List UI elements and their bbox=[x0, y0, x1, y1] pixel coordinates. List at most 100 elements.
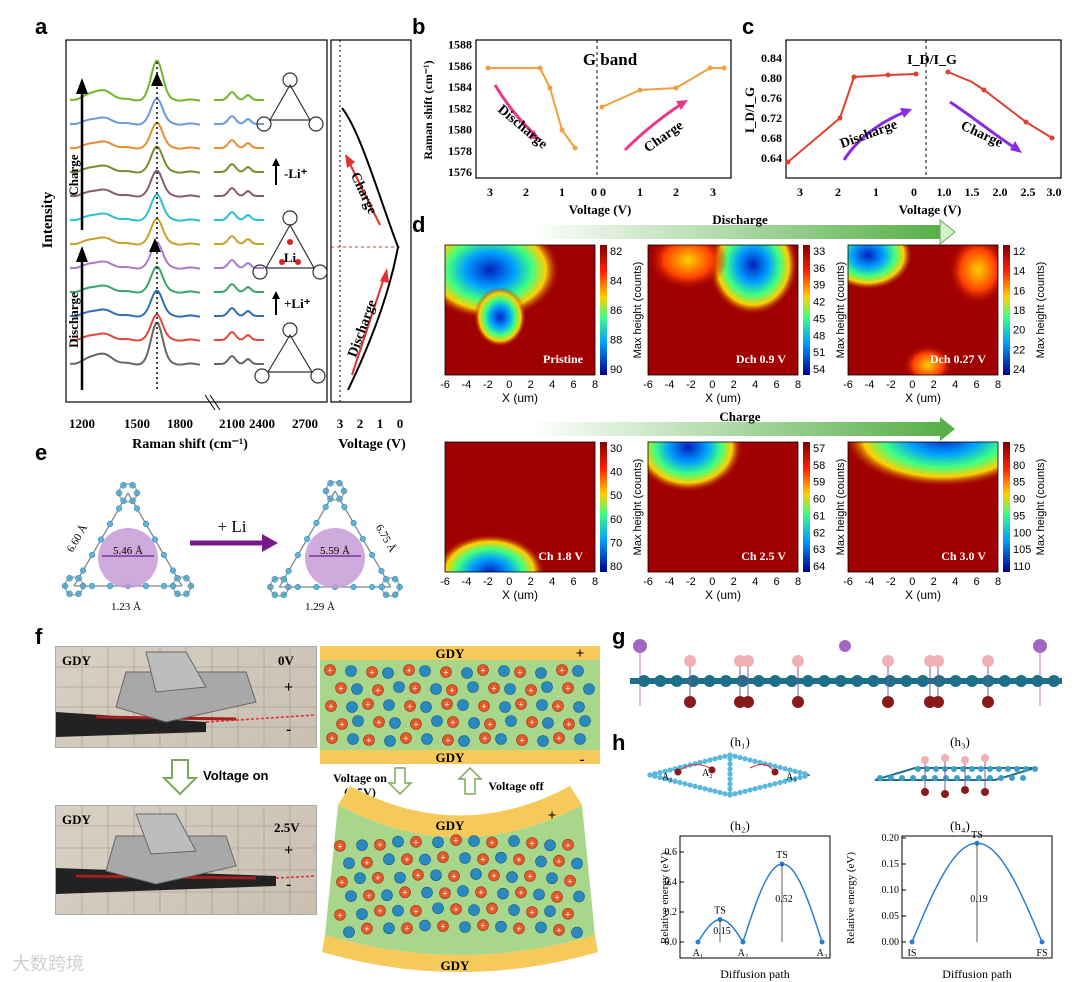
colorbar bbox=[1003, 245, 1010, 375]
h4-ylabel: Relative energy (eV) bbox=[845, 852, 857, 944]
b-ytick: 1578 bbox=[448, 144, 472, 158]
peak-arrow-up bbox=[151, 72, 163, 86]
cation bbox=[526, 906, 538, 918]
carbon-atom bbox=[834, 675, 847, 687]
panel-c-idig: I_D/I_G I_D/I_G 0.64 0.68 0.72 0.76 0.80 0.84… bbox=[742, 39, 1062, 217]
colorbar-tick: 82 bbox=[610, 246, 622, 258]
h1-site: A₂ bbox=[702, 768, 713, 779]
li-atom-top bbox=[684, 655, 696, 667]
heatmap-xtick: 2 bbox=[931, 379, 937, 391]
ion-charge: + bbox=[377, 906, 382, 916]
li-atom bbox=[287, 239, 293, 245]
carbon-atom bbox=[670, 675, 683, 687]
ion-charge: + bbox=[413, 906, 418, 916]
carbon-atom bbox=[638, 675, 650, 687]
e-arrow-label: + Li bbox=[218, 517, 247, 536]
heatmap-xtick: -2 bbox=[483, 379, 493, 391]
ion-charge: + bbox=[406, 666, 411, 676]
anion bbox=[356, 839, 368, 851]
c-ytick: 0.68 bbox=[761, 131, 782, 145]
h4-label: (h₄) bbox=[950, 818, 970, 833]
c-xtick: 2.5 bbox=[1021, 185, 1036, 199]
h2-xpoint: A₂ bbox=[738, 948, 749, 959]
cation bbox=[553, 732, 565, 744]
cation bbox=[525, 684, 537, 696]
raman-curve bbox=[69, 313, 201, 342]
li-label: Li bbox=[284, 250, 297, 265]
ion-charge: + bbox=[407, 702, 412, 712]
gdy-bent-bottom: GDY bbox=[441, 958, 471, 973]
ion-charge: + bbox=[338, 684, 343, 694]
vtick: 3 bbox=[337, 416, 344, 431]
colorbar-tick: 85 bbox=[1013, 477, 1025, 489]
colorbar-tick: 61 bbox=[813, 510, 825, 522]
h1-label: (h₁) bbox=[730, 734, 750, 749]
cation bbox=[336, 876, 348, 888]
li-atom-bottom bbox=[792, 696, 804, 708]
cation bbox=[515, 698, 527, 710]
colorbar-tick: 90 bbox=[610, 364, 622, 376]
heatmap-xtick: -4 bbox=[462, 379, 472, 391]
ion-charge: + bbox=[337, 841, 342, 851]
colorbar-tick: 100 bbox=[1013, 527, 1031, 539]
ion-charge: + bbox=[375, 873, 380, 883]
h4-ytick: 0.05 bbox=[882, 911, 900, 922]
h2-barrier2: 0.52 bbox=[775, 894, 793, 905]
anion bbox=[573, 890, 585, 903]
c-xtick: 1 bbox=[873, 185, 879, 199]
anion bbox=[504, 683, 516, 695]
heatmap-xtick: 6 bbox=[571, 379, 577, 391]
watermark: 大数跨境 bbox=[12, 954, 84, 974]
li-atom-bottom bbox=[684, 696, 696, 708]
heatmap-xtick: 6 bbox=[974, 576, 980, 588]
voltage-frame bbox=[330, 39, 412, 403]
colorbar-tick: 88 bbox=[610, 335, 622, 347]
raman-curve bbox=[69, 217, 201, 246]
b-xtick: 0 bbox=[591, 185, 597, 199]
heatmap-xtick: 6 bbox=[974, 379, 980, 391]
voltage-on-arrow-photo bbox=[161, 759, 199, 796]
heatmap-xtick: 8 bbox=[995, 576, 1001, 588]
ion-charge: + bbox=[442, 889, 447, 899]
heatmap-xtick: 4 bbox=[752, 379, 758, 391]
anion bbox=[506, 871, 518, 883]
carbon-atom bbox=[998, 675, 1011, 687]
gdy-pore-left bbox=[61, 481, 195, 598]
colorbar-tick: 51 bbox=[813, 347, 825, 359]
ion-charge: + bbox=[339, 877, 344, 887]
ion-charge: + bbox=[487, 720, 492, 730]
voltage-charge-label: Charge bbox=[347, 170, 379, 217]
anion bbox=[574, 733, 586, 745]
heatmap: Dch 0.9 V -6 -4 -2 0 2 4 6 8 X (um) 33 36 39 42 45 48 51… bbox=[643, 244, 847, 405]
anion bbox=[536, 699, 548, 711]
cation bbox=[362, 698, 374, 710]
anion bbox=[535, 855, 547, 868]
cation bbox=[551, 891, 563, 903]
bent-plus: + bbox=[548, 808, 557, 824]
ion-charge: + bbox=[555, 702, 560, 712]
heatmap-xtick: 6 bbox=[774, 379, 780, 391]
raman-curve bbox=[69, 321, 201, 366]
h4-ts: TS bbox=[971, 830, 983, 841]
c-yticks: 0.64 0.68 0.72 0.76 0.80 0.84 bbox=[761, 51, 782, 165]
colorbar-tick: 60 bbox=[813, 494, 825, 506]
carbon-atom bbox=[687, 675, 700, 687]
anion bbox=[571, 857, 583, 870]
ion-charge: + bbox=[480, 666, 485, 676]
ion-charge: + bbox=[339, 720, 344, 730]
ion-charge: + bbox=[480, 855, 485, 865]
anion bbox=[347, 733, 359, 745]
ion-charge: + bbox=[444, 700, 449, 710]
panel-d-maps: Discharge Charge Pristine-6 -4 -2 0 2 4 6 8X (u… bbox=[440, 212, 1047, 602]
anion bbox=[419, 665, 431, 677]
ion-charge: + bbox=[559, 666, 564, 676]
anion bbox=[394, 871, 406, 884]
cation bbox=[477, 853, 489, 865]
colorbar-tick: 110 bbox=[1013, 561, 1031, 573]
heatmap-xtick: -2 bbox=[686, 379, 696, 391]
ion-charge: + bbox=[480, 921, 485, 931]
anion bbox=[537, 735, 549, 747]
li-atom-bottom bbox=[742, 696, 754, 708]
anion bbox=[345, 890, 357, 902]
cation bbox=[488, 682, 500, 694]
